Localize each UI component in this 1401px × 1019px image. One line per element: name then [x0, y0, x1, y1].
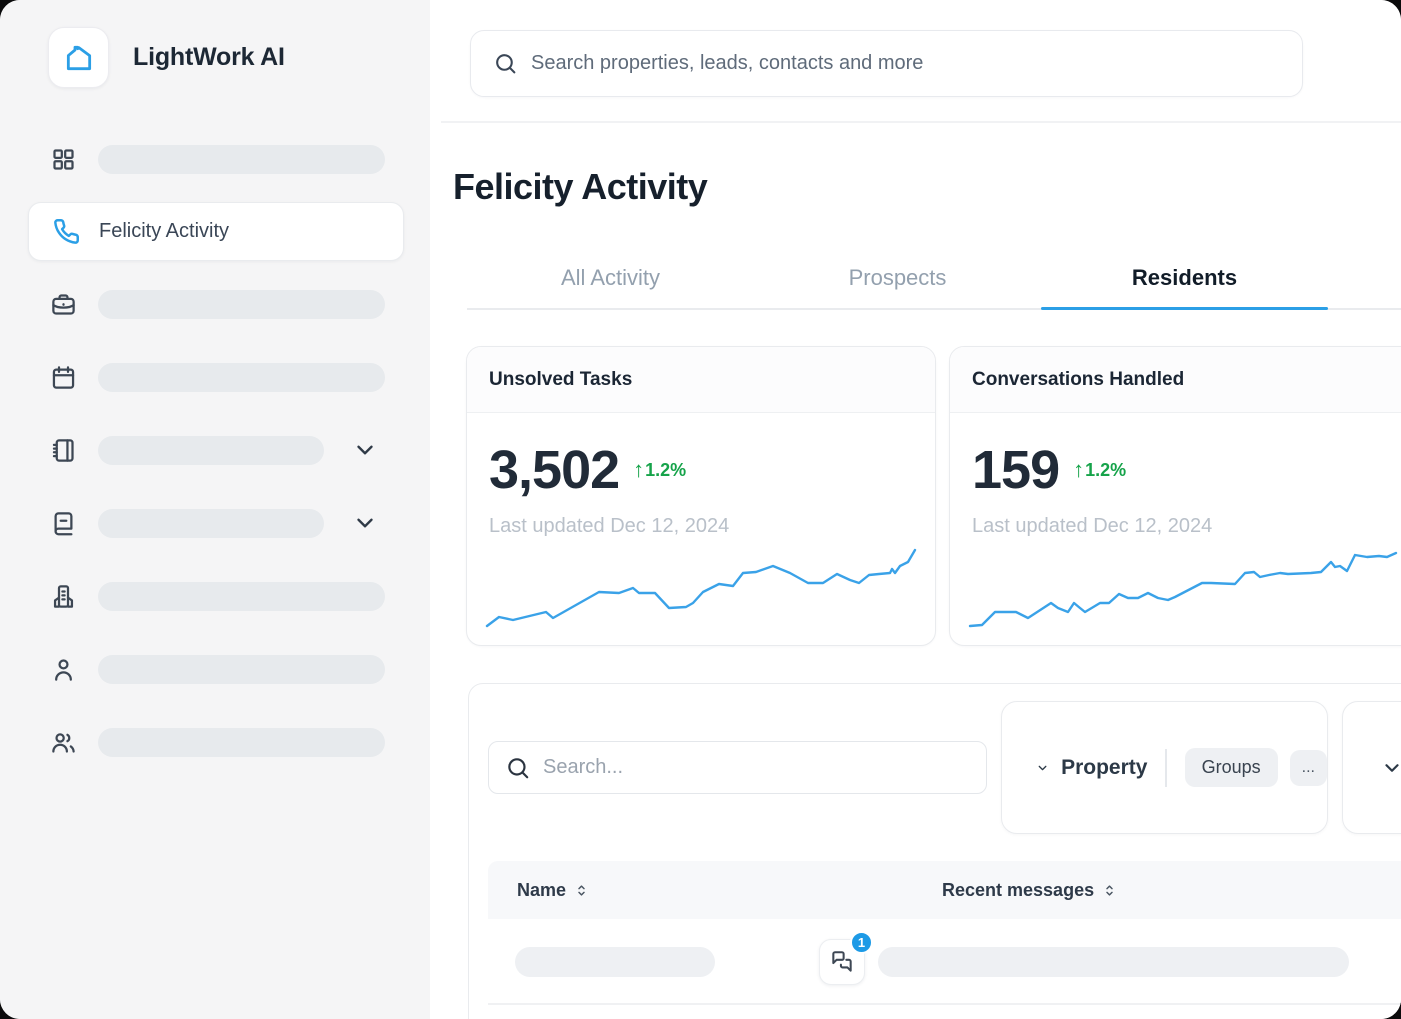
- skeleton-pill: [878, 947, 1349, 977]
- chevron-down-icon[interactable]: [351, 436, 379, 464]
- user-icon: [49, 655, 77, 683]
- sidebar-item-book[interactable]: [0, 493, 430, 553]
- stat-value: 3,502: [489, 440, 620, 500]
- stat-value: 159: [972, 440, 1060, 500]
- stat-card-title: Conversations Handled: [950, 347, 1401, 413]
- sparkline-chart: [968, 551, 1398, 628]
- table-row[interactable]: 1: [488, 919, 1401, 1005]
- stat-cards-row: Unsolved Tasks 3,502 ↑ 1.2% Last updated …: [466, 346, 1401, 646]
- tab-all-activity[interactable]: All Activity: [560, 264, 661, 290]
- global-search-bar[interactable]: [470, 30, 1303, 97]
- header-divider: [441, 121, 1401, 123]
- trend-up-icon: ↑: [633, 457, 645, 482]
- sidebar-item-dashboard[interactable]: [0, 129, 430, 189]
- sidebar: LightWork AI Felicity Activity: [0, 0, 430, 1019]
- search-icon: [496, 54, 516, 74]
- stat-delta: ↑ 1.2%: [633, 457, 687, 482]
- search-icon: [508, 757, 529, 778]
- sidebar-item-felicity-activity[interactable]: Felicity Activity: [28, 202, 404, 261]
- calendar-icon: [49, 363, 77, 391]
- property-filter-card: Property Groups ...: [1001, 701, 1328, 834]
- skeleton-pill: [98, 727, 385, 757]
- more-options-button[interactable]: ...: [1289, 749, 1327, 786]
- skeleton-pill: [98, 289, 385, 319]
- sort-icon: [1106, 884, 1113, 896]
- sidebar-item-briefcase[interactable]: [0, 274, 430, 334]
- tab-clipped[interactable]: M: [1328, 247, 1401, 308]
- skeleton-pill: [515, 947, 715, 977]
- divider: [1165, 748, 1167, 787]
- skeleton-pill: [98, 581, 385, 611]
- building-icon: [49, 582, 77, 610]
- secondary-filter-card: [1342, 701, 1401, 834]
- tab-prospects[interactable]: Prospects: [848, 264, 947, 290]
- sort-icon: [578, 884, 585, 896]
- trend-up-icon: ↑: [1073, 457, 1085, 482]
- stat-delta: ↑ 1.2%: [1073, 457, 1127, 482]
- phone-icon: [52, 218, 80, 246]
- table-search-bar[interactable]: [488, 741, 987, 794]
- sidebar-item-label: Felicity Activity: [99, 220, 230, 242]
- sidebar-item-notebook[interactable]: [0, 420, 430, 480]
- brand-row: LightWork AI: [0, 0, 430, 88]
- skeleton-pill: [98, 435, 324, 465]
- home-icon: [66, 45, 91, 70]
- chevron-down-icon[interactable]: [1381, 757, 1401, 779]
- residents-table: Name Recent messages 1: [488, 861, 1401, 1005]
- sidebar-item-users[interactable]: [0, 712, 430, 772]
- property-filter-label[interactable]: Property: [1061, 755, 1148, 779]
- column-header-recent-messages[interactable]: Recent messages: [942, 880, 1117, 901]
- page-title: Felicity Activity: [453, 166, 708, 207]
- chevron-down-icon[interactable]: [351, 509, 379, 537]
- main-content: Felicity Activity All Activity Prospects…: [430, 0, 1401, 1019]
- notebook-icon: [49, 436, 77, 464]
- skeleton-pill: [98, 362, 385, 392]
- skeleton-pill: [98, 144, 385, 174]
- tab-bar: All Activity Prospects Residents M: [467, 247, 1401, 310]
- briefcase-icon: [49, 290, 77, 318]
- skeleton-pill: [98, 508, 324, 538]
- sidebar-item-calendar[interactable]: [0, 347, 430, 407]
- sidebar-item-user[interactable]: [0, 639, 430, 699]
- stat-card-title: Unsolved Tasks: [467, 347, 935, 413]
- table-search-input[interactable]: [543, 756, 986, 779]
- chevron-down-icon[interactable]: [1036, 757, 1049, 779]
- logo[interactable]: [48, 27, 109, 88]
- users-icon: [49, 728, 77, 756]
- book-minus-icon: [49, 509, 77, 537]
- sidebar-nav: Felicity Activity: [0, 129, 430, 785]
- chat-messages-button[interactable]: 1: [819, 931, 873, 985]
- residents-panel: Property Groups ... Name Recent messages: [468, 683, 1401, 1019]
- skeleton-pill: [98, 654, 385, 684]
- brand-title: LightWork AI: [133, 43, 285, 71]
- column-header-name[interactable]: Name: [517, 880, 589, 901]
- stat-updated: Last updated Dec 12, 2024: [972, 515, 1213, 537]
- table-header: Name Recent messages: [488, 861, 1401, 919]
- chat-bubbles-icon: [832, 951, 852, 972]
- sparkline-chart: [485, 548, 917, 628]
- stat-updated: Last updated Dec 12, 2024: [489, 515, 730, 537]
- stat-card-unsolved-tasks: Unsolved Tasks 3,502 ↑ 1.2% Last updated …: [466, 346, 936, 646]
- sidebar-item-building[interactable]: [0, 566, 430, 626]
- groups-button[interactable]: Groups: [1184, 748, 1278, 787]
- tab-residents[interactable]: Residents: [1041, 247, 1328, 310]
- global-search-input[interactable]: [531, 52, 1302, 75]
- dashboard-grid-icon: [49, 145, 77, 173]
- stat-card-conversations-handled: Conversations Handled 159 ↑ 1.2% Last upd…: [949, 346, 1401, 646]
- unread-count-badge: 1: [850, 931, 873, 954]
